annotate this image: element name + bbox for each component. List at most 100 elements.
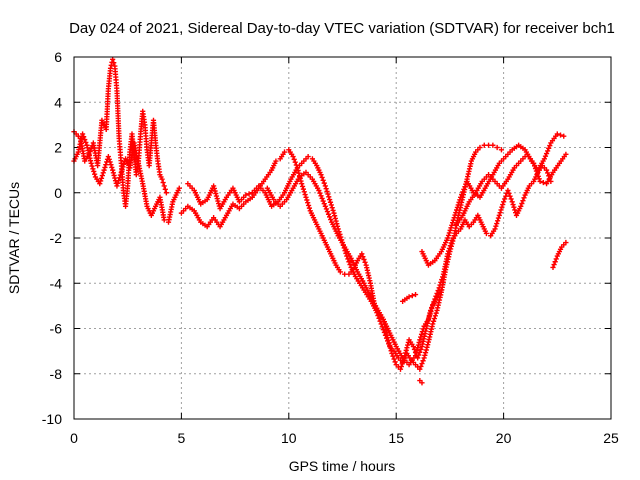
series-track-h [550,239,569,271]
data-point [317,190,323,196]
data-point [100,170,106,176]
data-point [423,347,429,353]
data-point [303,194,309,200]
y-tick-label: 4 [54,94,62,110]
data-point [327,214,333,220]
data-point [329,205,335,211]
data-point [328,202,334,208]
data-point [448,243,454,249]
data-point [511,204,517,210]
data-point [502,196,508,202]
data-point [446,230,452,236]
data-point [332,213,338,219]
data-point [213,190,219,197]
data-point [521,195,527,201]
data-point [418,346,424,353]
data-point [323,186,329,192]
data-point [545,148,551,154]
data-point [490,142,496,148]
data-point [110,167,116,173]
data-point [306,205,313,211]
data-point [417,337,423,343]
data-point [291,156,297,162]
series-track-g [453,151,569,228]
data-point [412,353,419,359]
data-point [327,199,334,205]
data-point [542,153,549,159]
data-point [447,248,453,255]
data-point [500,201,506,208]
data-point [334,221,340,227]
data-point [454,204,461,211]
data-point [97,181,103,187]
data-point [121,161,127,167]
data-point [89,163,95,169]
data-point [509,199,515,205]
y-tick-label: 2 [54,140,62,156]
data-point [318,172,324,178]
series-track-f [419,131,567,268]
data-point [551,261,557,268]
series-track-i [400,291,425,386]
data-point [450,235,457,241]
y-tick-label: 6 [54,49,62,65]
data-point [332,215,338,221]
data-point [324,188,330,194]
data-point [518,203,524,209]
data-point [417,366,423,372]
data-point [537,178,543,185]
data-point [105,153,111,160]
data-point [103,162,109,168]
data-point [536,176,542,182]
data-point [415,345,421,351]
data-point [107,65,114,71]
data-point [337,269,343,275]
data-point [519,200,525,207]
data-point [321,180,327,186]
data-point [420,358,426,364]
x-axis-ticks: 0 5 10 15 20 25 [70,57,619,446]
data-point [493,223,499,229]
data-point [81,134,87,140]
y-tick-label: -2 [50,230,63,246]
data-point [426,314,432,320]
data-point [452,212,458,218]
data-point [324,209,331,215]
data-point [457,197,463,203]
data-point [320,177,326,183]
x-tick-label: 10 [281,430,297,446]
data-point [115,180,121,186]
data-series [71,56,569,386]
data-point [101,167,107,173]
data-point [327,196,333,203]
data-point [376,315,382,321]
data-point [498,147,505,153]
data-point [494,144,500,151]
data-point [414,347,420,353]
data-point [456,199,462,205]
data-point [91,168,97,175]
data-point [83,139,89,146]
data-point [383,335,390,341]
data-point [290,153,296,160]
data-point [421,355,427,361]
data-point [116,175,123,181]
data-point [214,195,220,202]
data-point [98,178,104,184]
data-point [433,310,439,316]
data-point [405,342,411,348]
data-point [106,156,112,162]
data-point [415,342,421,348]
data-point [411,346,418,353]
data-point [507,193,513,199]
data-point [322,183,328,189]
data-point [326,194,332,200]
data-point [331,210,337,216]
data-point [406,294,412,300]
data-point [410,344,416,350]
data-point [319,174,325,181]
data-point [550,264,556,271]
data-point [386,341,392,347]
x-tick-label: 0 [70,430,78,446]
data-point [552,259,558,265]
